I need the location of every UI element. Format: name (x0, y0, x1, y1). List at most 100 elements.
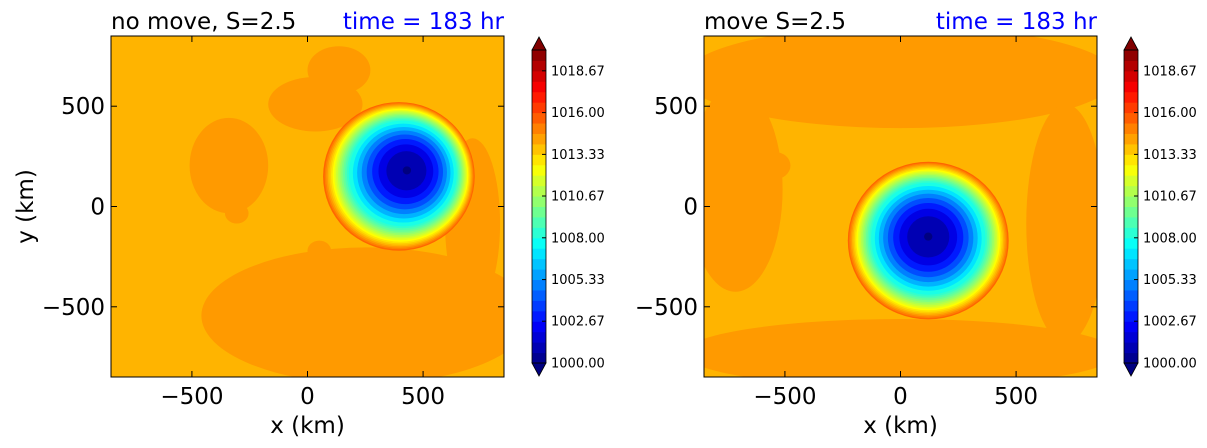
contour-ring (402, 166, 412, 175)
colorbar-extend-max (531, 36, 547, 51)
colorbar-segment (1124, 279, 1138, 291)
colorbar-segment (1124, 196, 1138, 207)
chart-title: move S=2.5 (704, 9, 846, 35)
colorbar-segment (1124, 352, 1138, 364)
colorbar-segment (1124, 321, 1138, 333)
outer-pressure-band (201, 247, 504, 377)
colorbar-segment (532, 279, 546, 291)
y-tick-label: 0 (90, 195, 105, 221)
colorbar-segment (1124, 258, 1138, 270)
colorbar-tick-label: 1008.00 (551, 231, 605, 246)
time-label: time = 183 hr (343, 9, 505, 35)
colorbar-segment (532, 164, 546, 176)
colorbar-tick-label: 1010.67 (551, 190, 605, 205)
colorbar-segment (532, 175, 546, 187)
colorbar-tick-label: 1008.00 (1143, 231, 1197, 246)
chart-title: no move, S=2.5 (111, 9, 296, 35)
x-tick-label: 500 (994, 384, 1038, 410)
colorbar-segment (532, 248, 546, 260)
colorbar-segment (1124, 331, 1138, 343)
colorbar-segment (1124, 175, 1138, 187)
colorbar-tick-label: 1013.33 (1143, 148, 1197, 163)
x-tick-label: 500 (401, 384, 445, 410)
colorbar-tick-label: 1016.00 (551, 106, 605, 121)
colorbar-segment (1124, 112, 1138, 124)
colorbar-tick-label: 1018.67 (551, 64, 605, 79)
outer-pressure-band (279, 325, 312, 347)
colorbar-segment (532, 258, 546, 270)
colorbar-segment (532, 321, 546, 333)
colorbar-segment (532, 185, 546, 197)
colorbar-segment (532, 289, 546, 301)
y-tick-label: −500 (635, 295, 698, 321)
colorbar-segment (532, 91, 546, 103)
y-tick-label: 500 (61, 94, 105, 120)
colorbar-segment (532, 331, 546, 343)
contour-ring (924, 232, 933, 241)
colorbar-segment (1124, 123, 1138, 134)
chart-panel-2: −500 0 500 −500 0 500 move S=2.5 time = 183 hr x… (635, 9, 1197, 439)
colorbar-segment (1124, 310, 1138, 322)
time-label: time = 183 hr (936, 9, 1098, 35)
colorbar-segment (1124, 50, 1138, 61)
colorbar-segment (1124, 216, 1138, 228)
colorbar-tick-label: 1002.67 (551, 315, 605, 330)
colorbar-segment (532, 196, 546, 207)
colorbar-segment (532, 300, 546, 312)
colorbar: 1000.00 1002.67 1005.33 1008.00 1010.67 1013.… (1123, 36, 1197, 377)
colorbar-segment (1124, 102, 1138, 114)
colorbar-segment (1124, 227, 1138, 239)
colorbar-segment (532, 227, 546, 239)
colorbar-segment (532, 143, 546, 155)
outer-pressure-band (1026, 104, 1097, 343)
colorbar-segment (532, 342, 546, 354)
colorbar-tick-label: 1018.67 (1143, 64, 1197, 79)
x-tick-label: −500 (753, 384, 816, 410)
colorbar-segment (532, 216, 546, 228)
colorbar-segment (1124, 206, 1138, 218)
x-axis-label: x (km) (863, 413, 938, 439)
colorbar-frame (1123, 49, 1139, 364)
colorbar-segment (1124, 154, 1138, 166)
colorbar-segment (1124, 143, 1138, 155)
colorbar-segment (1124, 237, 1138, 249)
colorbar-segment (532, 70, 546, 82)
colorbar-segment (1124, 133, 1138, 145)
chart-panel-1: −500 0 500 −500 0 500 no move, S=2.5 time = 183… (13, 9, 605, 439)
colorbar-tick-label: 1000.00 (1143, 357, 1197, 372)
outer-pressure-band (704, 319, 1097, 377)
colorbar-segment (532, 102, 546, 114)
y-axis-label: y (km) (13, 169, 39, 244)
colorbar-segment (532, 50, 546, 61)
colorbar-extend-max (1123, 36, 1139, 51)
y-tick-label: 0 (683, 195, 698, 221)
colorbar-extend-min (531, 362, 547, 377)
colorbar: 1000.00 1002.67 1005.33 1008.00 1010.67 1013.… (531, 36, 605, 377)
colorbar-segment (1124, 185, 1138, 197)
colorbar-tick-label: 1013.33 (551, 148, 605, 163)
colorbar-segment (532, 237, 546, 249)
x-tick-label: 0 (893, 384, 908, 410)
colorbar-extend-min (1123, 362, 1139, 377)
pressure-field (704, 36, 1097, 377)
colorbar-segment (532, 269, 546, 281)
colorbar-segment (1124, 289, 1138, 301)
colorbar-segment (1124, 342, 1138, 354)
colorbar-tick-label: 1005.33 (551, 273, 605, 288)
outer-pressure-band (224, 203, 249, 224)
colorbar-frame (531, 49, 547, 364)
colorbar-segment (1124, 269, 1138, 281)
colorbar-segment (532, 81, 546, 93)
colorbar-tick-label: 1016.00 (1143, 106, 1197, 121)
outer-pressure-band (704, 87, 783, 292)
colorbar-segment (1124, 81, 1138, 93)
colorbar-segment (532, 352, 546, 364)
colorbar-segment (1124, 300, 1138, 312)
colorbar-segment (1124, 70, 1138, 82)
colorbar-segment (532, 154, 546, 166)
colorbar-segment (532, 112, 546, 124)
colorbar-segment (1124, 164, 1138, 176)
colorbar-segment (532, 206, 546, 218)
colorbar-segment (1124, 248, 1138, 260)
